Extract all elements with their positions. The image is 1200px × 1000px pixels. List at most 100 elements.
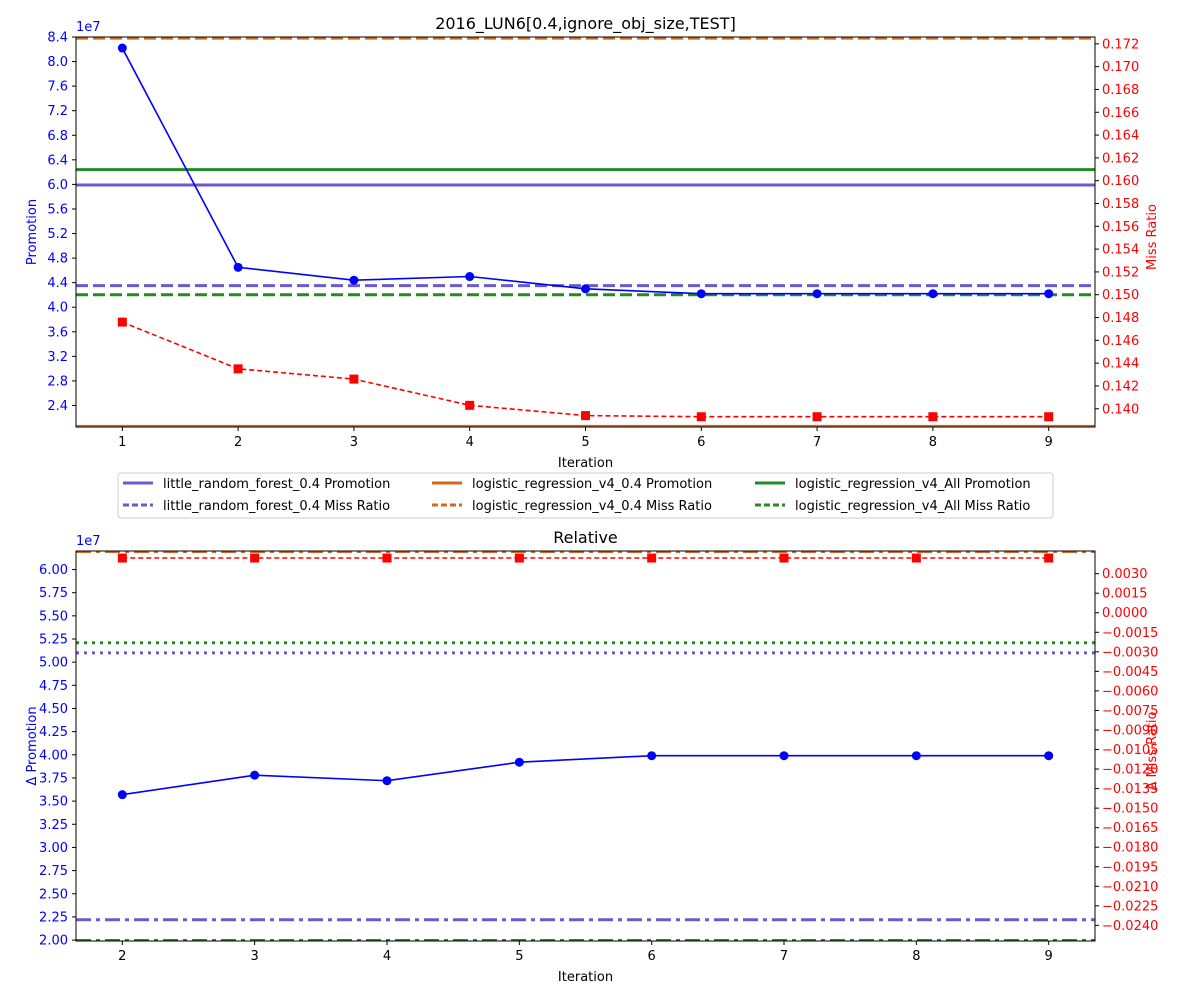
data-point <box>1044 412 1054 422</box>
data-point <box>1044 751 1054 761</box>
right-y-tick-label: 0.162 <box>1102 151 1139 166</box>
legend-label: logistic_regression_v4_0.4 Promotion <box>472 477 712 492</box>
data-point <box>928 412 938 422</box>
legend-label: little_random_forest_0.4 Promotion <box>163 477 390 492</box>
right-y-tick-label: −0.0225 <box>1102 899 1158 914</box>
right-y-tick-label: −0.0090 <box>1102 723 1158 738</box>
x-tick-label: 2 <box>234 435 242 450</box>
left-y-tick-label: 5.25 <box>39 633 68 648</box>
right-y-tick-label: 0.150 <box>1102 288 1139 303</box>
left-y-tick-label: 4.8 <box>47 252 68 267</box>
data-point <box>514 757 524 767</box>
right-y-tick-label: −0.0045 <box>1102 665 1158 680</box>
panel-2: 2 3 4 5 6 7 8 9 2.00 2.25 2.50 2.75 3.00 3.25 3.50 3.75… <box>25 528 1160 985</box>
right-y-tick-label: 0.142 <box>1102 379 1139 394</box>
x-axis-label: Iteration <box>558 970 613 985</box>
left-y-tick-label: 4.0 <box>47 301 68 316</box>
left-axis-offset-text: 1e7 <box>76 20 101 35</box>
left-y-tick-label: 4.4 <box>47 276 68 291</box>
data-point <box>911 553 921 563</box>
data-point <box>1044 289 1054 299</box>
data-point <box>382 776 392 786</box>
x-tick-label: 8 <box>912 949 920 964</box>
series-line-left <box>122 754 1049 796</box>
data-point <box>117 317 127 327</box>
left-y-tick-label: 5.75 <box>39 586 68 601</box>
left-y-tick-label: 2.4 <box>47 399 68 414</box>
left-y-tick-label: 2.8 <box>47 374 68 389</box>
right-y-tick-label: 0.156 <box>1102 220 1139 235</box>
left-y-tick-label: 4.50 <box>39 702 68 717</box>
data-point <box>514 553 524 563</box>
data-point <box>911 751 921 761</box>
left-y-tick-label: 3.00 <box>39 841 68 856</box>
right-y-tick-label: 0.164 <box>1102 129 1139 144</box>
data-point <box>382 553 392 563</box>
x-tick-label: 9 <box>1045 949 1053 964</box>
right-axis-label: Δ Miss Ratio <box>1145 712 1160 791</box>
data-point <box>581 284 590 294</box>
left-y-tick-label: 2.75 <box>39 864 68 879</box>
data-point <box>465 272 475 282</box>
right-y-tick-label: −0.0240 <box>1102 919 1158 934</box>
left-y-tick-label: 2.00 <box>39 934 68 949</box>
left-y-tick-label: 7.2 <box>47 104 68 119</box>
left-y-tick-label: 4.75 <box>39 679 68 694</box>
data-point <box>250 770 260 780</box>
left-y-tick-label: 6.8 <box>47 129 68 144</box>
data-point <box>928 289 938 299</box>
left-y-tick-label: 8.0 <box>47 55 68 70</box>
right-y-tick-label: 0.154 <box>1102 243 1139 258</box>
x-tick-label: 4 <box>466 435 474 450</box>
data-point <box>465 400 475 410</box>
right-y-tick-label: 0.158 <box>1102 197 1139 212</box>
left-y-tick-label: 8.4 <box>47 31 68 46</box>
right-y-tick-label: −0.0135 <box>1102 782 1158 797</box>
x-tick-label: 1 <box>118 435 126 450</box>
x-tick-label: 5 <box>515 949 523 964</box>
right-y-tick-label: −0.0165 <box>1102 821 1158 836</box>
x-tick-label: 6 <box>648 949 656 964</box>
left-y-tick-label: 4.00 <box>39 748 68 763</box>
left-y-tick-label: 3.2 <box>47 350 68 365</box>
series-line-right <box>122 321 1049 418</box>
data-point <box>779 553 789 563</box>
left-y-tick-label: 5.6 <box>47 202 68 217</box>
data-point <box>581 411 590 421</box>
x-tick-label: 2 <box>118 949 126 964</box>
data-point <box>250 553 260 563</box>
x-tick-label: 6 <box>697 435 705 450</box>
data-point <box>647 751 657 761</box>
legend-label: logistic_regression_v4_0.4 Miss Ratio <box>472 499 712 514</box>
plot-area <box>76 551 1095 941</box>
panel-1: 1 2 3 4 5 6 7 8 9 2.4 2.8 3.2 3.6 4.0 4.4 4.8 5.2 5.6 6.0 6… <box>25 14 1160 471</box>
left-y-tick-label: 7.6 <box>47 80 68 95</box>
axes-frame <box>75 550 1096 942</box>
data-point <box>233 364 243 374</box>
right-y-tick-label: 0.148 <box>1102 311 1139 326</box>
right-y-tick-label: −0.0150 <box>1102 802 1158 817</box>
x-tick-label: 5 <box>581 435 589 450</box>
left-y-tick-label: 5.50 <box>39 609 68 624</box>
right-y-tick-label: −0.0015 <box>1102 626 1158 641</box>
legend-label: little_random_forest_0.4 Miss Ratio <box>163 499 390 514</box>
left-y-tick-label: 6.00 <box>39 563 68 578</box>
left-y-tick-label: 3.25 <box>39 818 68 833</box>
left-y-tick-label: 2.25 <box>39 910 68 925</box>
right-y-tick-label: −0.0120 <box>1102 763 1158 778</box>
right-y-tick-label: 0.152 <box>1102 265 1139 280</box>
x-axis-label: Iteration <box>558 456 613 471</box>
legend-frame <box>117 472 1054 519</box>
left-y-tick-label: 6.0 <box>47 178 68 193</box>
data-point <box>349 275 359 285</box>
data-point <box>117 43 127 53</box>
left-y-tick-label: 5.00 <box>39 656 68 671</box>
x-tick-label: 7 <box>813 435 821 450</box>
left-y-tick-label: 6.4 <box>47 153 68 168</box>
left-axis-label: Δ Promotion <box>25 706 40 785</box>
right-y-tick-label: −0.0210 <box>1102 880 1158 895</box>
x-tick-label: 7 <box>780 949 788 964</box>
x-tick-label: 9 <box>1045 435 1053 450</box>
left-y-tick-label: 2.50 <box>39 887 68 902</box>
right-y-tick-label: 0.172 <box>1102 37 1139 52</box>
